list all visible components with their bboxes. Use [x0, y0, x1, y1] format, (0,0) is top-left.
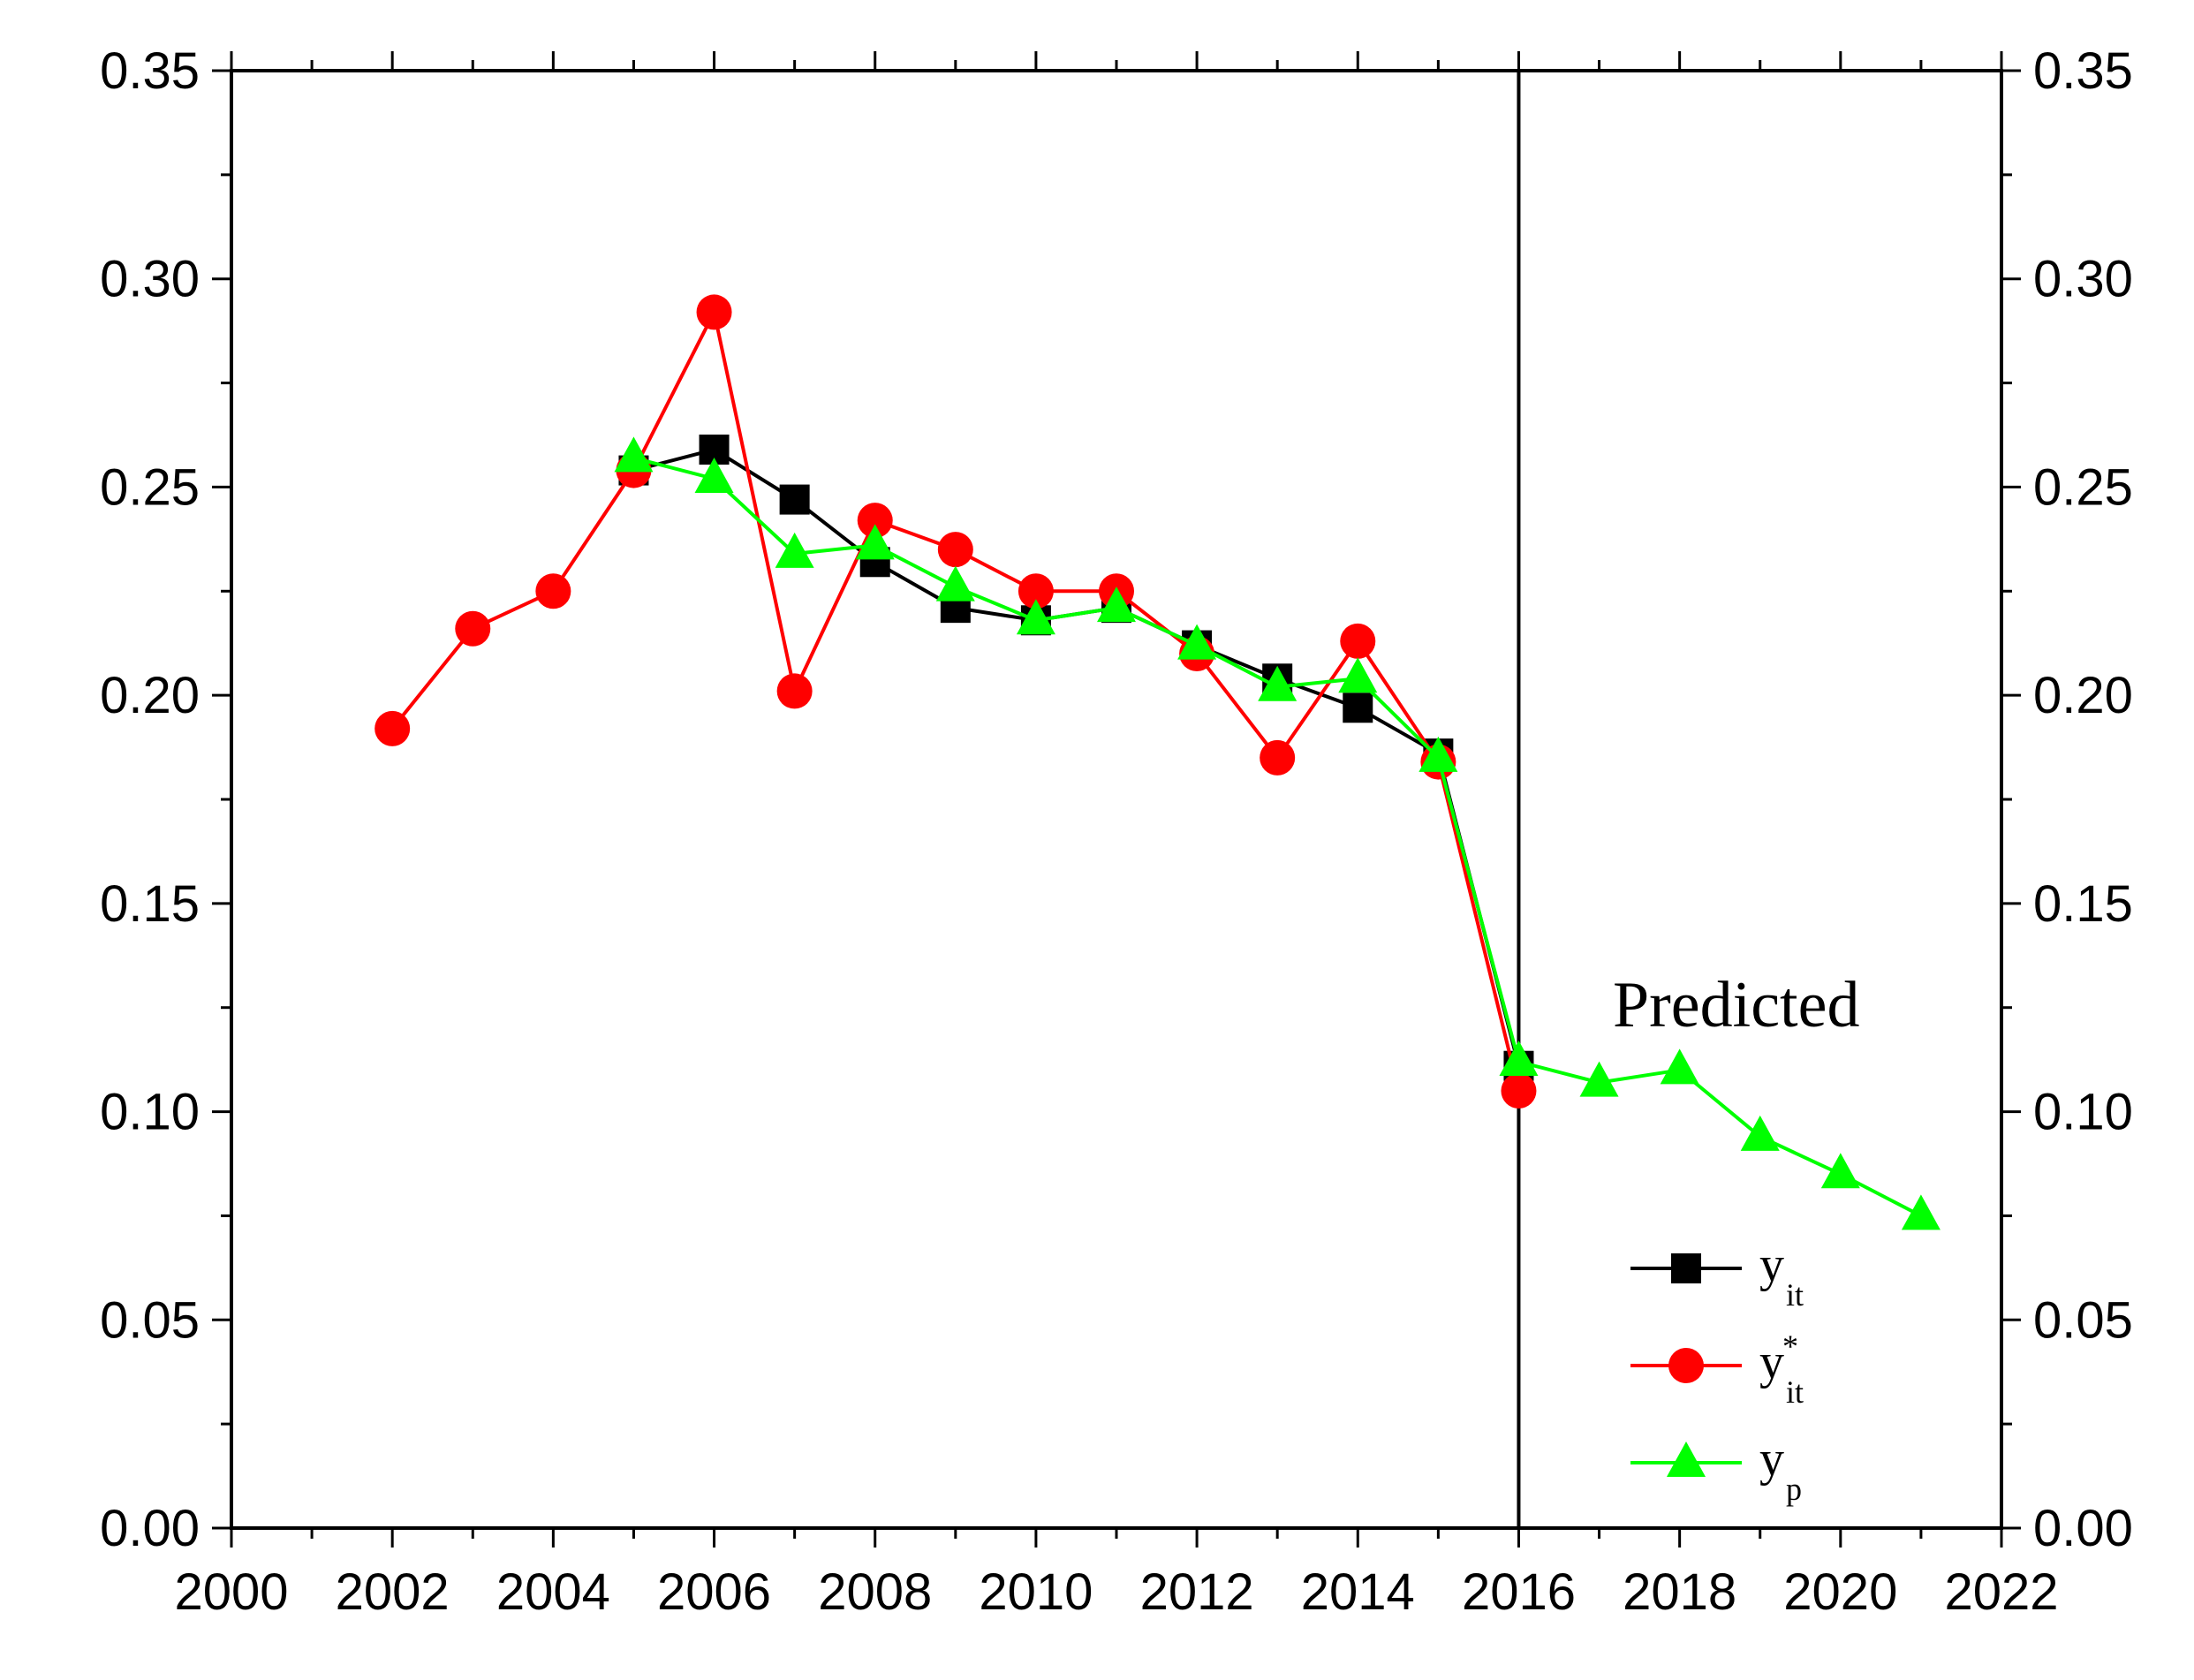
x-tick-label: 2016 [1462, 1563, 1576, 1621]
data-point [1338, 657, 1378, 693]
series-line [632, 447, 1521, 1067]
y-tick-label-left: 0.20 [100, 667, 200, 724]
x-tick-label: 2008 [818, 1563, 932, 1621]
x-tick-label: 2002 [336, 1563, 450, 1621]
legend-label: y [1759, 1237, 1784, 1292]
legend-entry: yit [1630, 1237, 1804, 1313]
data-point [1499, 1041, 1539, 1076]
y-tick-label-left: 0.30 [100, 251, 200, 308]
y-tick-label-left: 0.05 [100, 1291, 200, 1349]
data-point [535, 573, 571, 609]
data-point [1258, 665, 1297, 701]
axes-frame [230, 69, 2003, 1530]
data-point [694, 458, 734, 493]
y-tick-label-left: 0.25 [100, 458, 200, 516]
y-tick-label-left: 0.10 [100, 1084, 200, 1141]
legend-label-sub: it [1786, 1277, 1804, 1313]
x-tick-label: 2022 [1944, 1563, 2058, 1621]
legend-label-sub: p [1786, 1472, 1802, 1507]
plot-frame [230, 69, 2003, 1530]
x-tick-label: 2006 [657, 1563, 771, 1621]
y-tick-label-right: 0.35 [2033, 42, 2133, 100]
data-point [1260, 739, 1296, 776]
x-tick-label: 2000 [174, 1563, 288, 1621]
y-tick-label-right: 0.25 [2033, 458, 2133, 516]
x-tick-label: 2004 [496, 1563, 610, 1621]
axis-ticks: 2000 2002 2004 2006 2008 2010 2012 2014 2016 2018… [100, 42, 2133, 1621]
data-point [614, 436, 654, 473]
data-point [1579, 1061, 1619, 1097]
data-point [1340, 623, 1376, 659]
y-tick-label-right: 0.10 [2033, 1084, 2133, 1141]
legend-label: y [1759, 1432, 1784, 1487]
data-point [1018, 573, 1054, 609]
legend-marker [1671, 1253, 1701, 1283]
y-tick-label-right: 0.15 [2033, 875, 2133, 933]
x-tick-label: 2014 [1301, 1563, 1415, 1621]
data-point [855, 524, 895, 560]
data-point [1177, 624, 1217, 660]
series-y-p [614, 436, 1941, 1230]
data-point [857, 503, 893, 539]
legend-label-sub: it [1786, 1374, 1804, 1410]
data-point [696, 294, 732, 330]
legend-marker [1668, 1348, 1704, 1383]
legend-label: y [1759, 1335, 1784, 1389]
legend-entry: yp [1630, 1432, 1802, 1507]
data-point [775, 532, 814, 568]
y-tick-label-right: 0.05 [2033, 1291, 2133, 1349]
x-tick-label: 2020 [1783, 1563, 1897, 1621]
y-tick-label-left: 0.15 [100, 875, 200, 933]
y-tick-label-right: 0.20 [2033, 667, 2133, 724]
series-line [632, 456, 1922, 1218]
legend-entry: y* it [1630, 1328, 1804, 1410]
legend-label-sup: * [1782, 1328, 1798, 1364]
series-layer [374, 294, 1941, 1230]
data-point [937, 532, 973, 568]
predicted-annotation: Predicted [1613, 969, 1859, 1041]
y-tick-label-right: 0.30 [2033, 251, 2133, 308]
data-point [1501, 1073, 1537, 1109]
x-tick-label: 2018 [1623, 1563, 1736, 1621]
y-tick-label-right: 0.00 [2033, 1500, 2133, 1557]
y-tick-label-left: 0.00 [100, 1500, 200, 1557]
data-point [1740, 1115, 1780, 1151]
data-point [1820, 1153, 1860, 1189]
data-point [374, 710, 411, 746]
data-point [1419, 736, 1458, 772]
x-tick-label: 2010 [979, 1563, 1093, 1621]
data-point [1097, 586, 1136, 623]
x-tick-label: 2012 [1140, 1563, 1254, 1621]
data-point [1343, 692, 1373, 723]
series-y-it [618, 435, 1534, 1081]
data-point [776, 673, 813, 709]
data-point [455, 610, 491, 647]
data-point [1660, 1048, 1699, 1085]
y-tick-label-left: 0.35 [100, 42, 200, 100]
data-point [935, 565, 975, 602]
data-point [779, 484, 810, 515]
legend-marker [1667, 1442, 1706, 1477]
data-point [1901, 1194, 1941, 1230]
data-point [1016, 599, 1055, 635]
